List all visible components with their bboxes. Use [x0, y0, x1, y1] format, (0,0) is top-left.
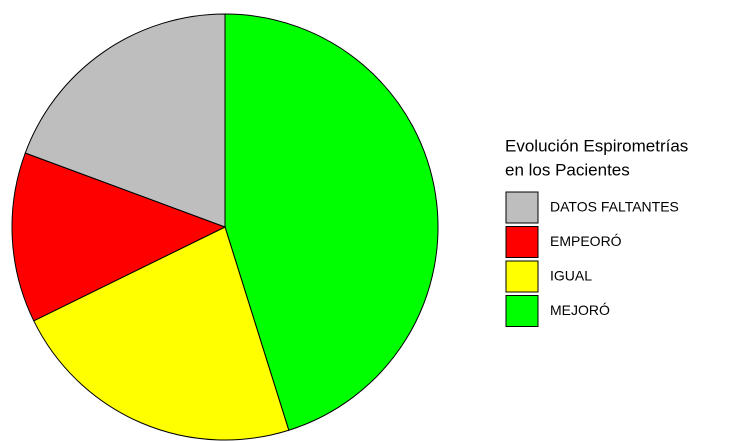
- legend-key: [505, 260, 539, 293]
- legend-label: DATOS FALTANTES: [550, 199, 679, 215]
- legend-label: IGUAL: [550, 268, 592, 284]
- legend-label: MEJORÓ: [550, 302, 610, 318]
- legend-key: [505, 295, 539, 327]
- pie-slice: [11, 152, 227, 322]
- pie: [11, 13, 439, 441]
- legend: Evolución Espirometrías en los Pacientes…: [505, 136, 688, 327]
- pie-slice: [33, 226, 290, 441]
- legend-key: [505, 191, 539, 224]
- legend-title: en los Pacientes: [505, 160, 630, 179]
- pie-slice: [224, 13, 439, 431]
- legend-title: Evolución Espirometrías: [505, 136, 688, 155]
- legend-label: EMPEORÓ: [550, 233, 622, 249]
- legend-key: [505, 226, 539, 258]
- pie-slice: [24, 13, 226, 228]
